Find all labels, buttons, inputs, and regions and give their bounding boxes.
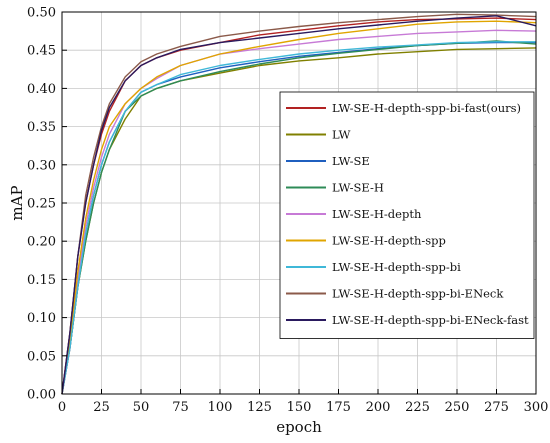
y-tick-label: 0.35	[27, 120, 56, 135]
series-line	[61, 15, 537, 395]
legend-label: LW-SE-H	[332, 181, 384, 195]
legend-label: LW-SE-H-depth-spp-bi-fast(ours)	[332, 101, 521, 115]
y-tick-label: 0.30	[27, 158, 56, 173]
y-axis-title: mAP	[8, 185, 26, 220]
x-tick-label: 100	[208, 400, 233, 415]
y-tick-label: 0.10	[27, 311, 56, 326]
x-tick-label: 300	[524, 400, 549, 415]
legend-label: LW-SE-H-depth	[332, 207, 422, 221]
x-tick-label: 0	[58, 400, 66, 415]
y-tick-label: 0.40	[27, 82, 56, 97]
x-axis-title: epoch	[276, 418, 322, 436]
x-tick-label: 200	[366, 400, 391, 415]
x-tick-label: 225	[405, 400, 430, 415]
x-tick-label: 250	[445, 400, 470, 415]
legend: LW-SE-H-depth-spp-bi-fast(ours) LW LW-SE LW…	[279, 91, 535, 339]
y-tick-label: 0.25	[27, 197, 56, 212]
series-lines	[61, 13, 537, 395]
series-line	[61, 13, 537, 395]
x-tick-label: 125	[247, 400, 272, 415]
x-tick-label: 150	[287, 400, 312, 415]
y-tick-label: 0.15	[27, 273, 56, 288]
series-line	[61, 29, 537, 395]
legend-box	[279, 91, 535, 339]
legend-label: LW-SE-H-depth-spp-bi-ENeck-fast	[332, 313, 529, 327]
legend-label: LW-SE-H-depth-spp-bi-ENeck	[332, 287, 504, 301]
series-line	[61, 20, 537, 395]
x-tick-label: 275	[484, 400, 509, 415]
y-tick-label: 0.45	[27, 44, 56, 59]
y-tick-label: 0.20	[27, 235, 56, 250]
legend-label: LW-SE-H-depth-spp-bi	[332, 260, 461, 274]
series-line	[61, 40, 537, 395]
x-tick-label: 50	[133, 400, 150, 415]
x-tick-label: 75	[172, 400, 189, 415]
y-tick-label: 0.05	[27, 349, 56, 364]
y-tick-label: 0.50	[27, 6, 56, 21]
y-tick-label: 0.00	[27, 388, 56, 403]
legend-label: LW-SE-H-depth-spp	[332, 234, 446, 248]
x-tick-label: 25	[93, 400, 110, 415]
legend-label: LW-SE	[332, 154, 370, 168]
legend-label: LW	[332, 128, 351, 142]
series-line	[61, 41, 536, 395]
x-tick-label: 175	[326, 400, 351, 415]
axis-ticks: 0 25 50 75 100 125 150 175 200 225 250 275 300 0.00 0.…	[27, 6, 548, 416]
